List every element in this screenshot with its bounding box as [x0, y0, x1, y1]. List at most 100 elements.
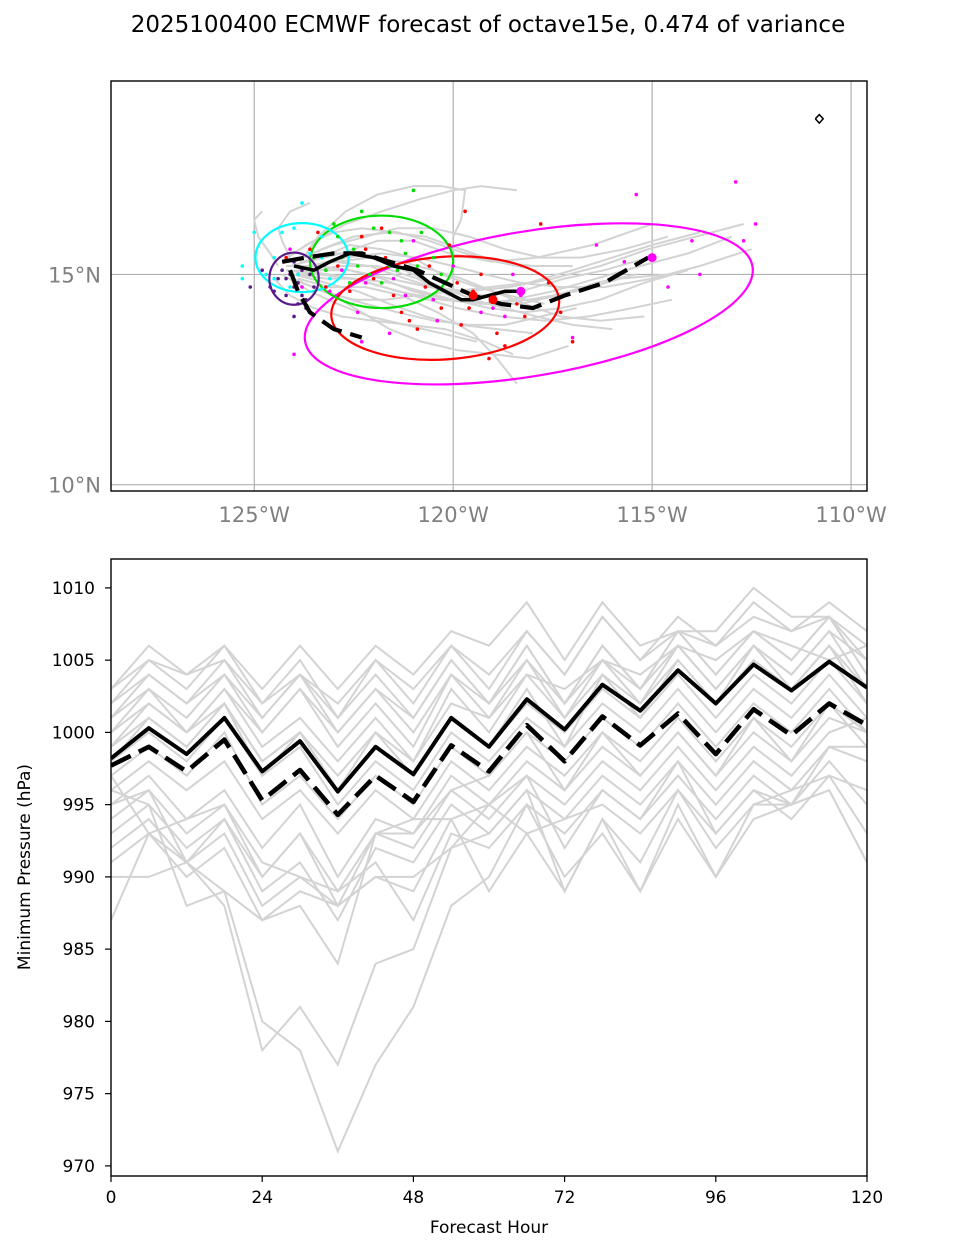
ensemble-position-dot: [324, 285, 328, 289]
ensemble-position-dot: [359, 234, 364, 239]
ensemble-position-dot: [391, 293, 396, 298]
mean-tracks: [281, 251, 657, 340]
uncertainty-ellipse: [308, 214, 455, 310]
ensemble-pressure-line: [111, 702, 867, 966]
pressure-x-tick-label: 0: [106, 1188, 117, 1208]
ensemble-position-dot: [455, 281, 459, 285]
ensemble-pressure-lines: [111, 586, 867, 1155]
pressure-x-tick-label: 96: [705, 1188, 727, 1208]
map-background: [111, 81, 867, 491]
ensemble-position-dot: [252, 230, 257, 235]
pressure-y-label: Minimum Pressure (hPa): [15, 764, 35, 970]
ensemble-position-dot: [316, 230, 320, 235]
ensemble-position-dot: [308, 272, 312, 277]
ensemble-position-dot: [324, 268, 328, 273]
ensemble-position-dot: [292, 314, 296, 319]
ensemble-track: [297, 269, 689, 314]
pressure-mean-dashed: [111, 701, 867, 818]
ensemble-position-dot: [280, 230, 284, 235]
ensemble-pressure-line: [111, 774, 867, 908]
ensemble-pressure-line: [111, 701, 867, 836]
pressure-x-ticks: 0 24 48 72 96 120: [106, 1176, 883, 1208]
mean-position-marker: [647, 253, 657, 263]
ensemble-position-dot: [570, 339, 575, 344]
ensemble-position-dot: [634, 192, 639, 197]
pressure-plot-area: [111, 586, 867, 1155]
ensemble-position-dot: [415, 264, 420, 268]
ensemble-position-dot: [479, 310, 483, 315]
ensemble-position-dot: [523, 314, 527, 319]
pressure-panel: 0 24 48 72 96 120 970 975 980 985 990 995 1000 1005 1…: [15, 558, 883, 1238]
ensemble-position-dot: [403, 251, 408, 256]
ensemble-position-dot: [308, 251, 312, 256]
ensemble-position-dot: [399, 310, 404, 315]
ensemble-position-dot: [690, 238, 694, 243]
ensemble-position-dot: [515, 302, 519, 306]
pressure-y-tick-label: 985: [63, 940, 95, 960]
mean-pressure-lines: [111, 659, 867, 818]
ensemble-position-dot: [495, 331, 499, 336]
ensemble-position-dot: [435, 318, 440, 323]
uncertainty-ellipse: [303, 222, 754, 386]
ensemble-position-dot: [511, 272, 515, 277]
map-y-tick-labels: 10°N 15°N: [48, 263, 101, 497]
ensemble-position-dot: [407, 318, 412, 323]
ensemble-position-dot: [503, 314, 507, 319]
ensemble-position-dot: [387, 331, 392, 336]
ensemble-position-dot: [463, 209, 467, 214]
pressure-y-tick-label: 975: [63, 1085, 95, 1105]
ensemble-position-dot: [538, 222, 543, 226]
ensemble-position-dot: [395, 268, 400, 273]
ensemble-pressure-line: [111, 788, 867, 894]
ensemble-position-dot: [359, 339, 364, 344]
ensemble-pressure-line: [111, 615, 867, 705]
ensemble-position-dot: [753, 222, 758, 226]
ensemble-pressure-line: [111, 759, 867, 923]
mean-track-solid: [293, 251, 521, 302]
pressure-x-tick-label: 72: [554, 1188, 576, 1208]
ensemble-position-dot: [399, 238, 404, 243]
ensemble-position-dot: [347, 281, 352, 285]
land-contours: [814, 113, 825, 125]
map-x-tick-label: 125°W: [219, 503, 291, 527]
ensemble-pressure-line: [111, 600, 867, 720]
land-contour: [814, 113, 825, 125]
ensemble-position-dot: [240, 276, 245, 281]
pressure-y-ticks: 970 975 980 985 990 995 1000 1005 1010: [52, 579, 111, 1177]
ensemble-position-dot: [284, 255, 288, 260]
figure-title: 2025100400 ECMWF forecast of octave15e, …: [130, 12, 846, 38]
ensemble-position-dot: [666, 285, 670, 289]
map-x-tick-label: 110°W: [815, 503, 887, 527]
ensemble-position-dot: [741, 238, 746, 243]
uncertainty-ellipse: [330, 255, 561, 361]
ensemble-position-dot: [308, 247, 312, 252]
ensemble-position-dot: [423, 285, 428, 289]
ensemble-pressure-line: [111, 644, 867, 764]
ensemble-position-dot: [439, 272, 444, 277]
ensemble-pressure-line: [111, 788, 867, 1155]
ensemble-track: [309, 223, 744, 293]
ensemble-position-dot: [328, 289, 332, 294]
pressure-x-tick-label: 24: [251, 1188, 273, 1208]
ensemble-position-dot: [387, 230, 392, 235]
uncertainty-ellipse: [254, 222, 350, 294]
ensemble-position-dot: [594, 243, 599, 247]
ensemble-position-dot: [339, 268, 344, 273]
ensemble-position-dot: [546, 281, 551, 285]
ensemble-position-dot: [328, 276, 332, 281]
map-x-tick-labels: 125°W 120°W 115°W 110°W: [219, 503, 887, 527]
ensemble-position-dot: [431, 297, 436, 302]
ensemble-position-dot: [491, 306, 495, 310]
ensemble-track: [309, 248, 752, 289]
pressure-frame: [110, 558, 868, 1177]
ensemble-pressure-line: [111, 745, 867, 1067]
ensemble-position-dot: [698, 272, 702, 277]
map-y-tick-label: 15°N: [48, 263, 101, 287]
ensemble-position-dot: [260, 268, 265, 273]
ensemble-pressure-line: [111, 716, 867, 908]
ensemble-position-dot: [296, 302, 300, 306]
mean-track-dashed: [281, 251, 650, 311]
mean-position-marker: [488, 295, 498, 305]
ensemble-position-dot: [371, 276, 376, 281]
ensemble-position-dot: [284, 276, 288, 281]
